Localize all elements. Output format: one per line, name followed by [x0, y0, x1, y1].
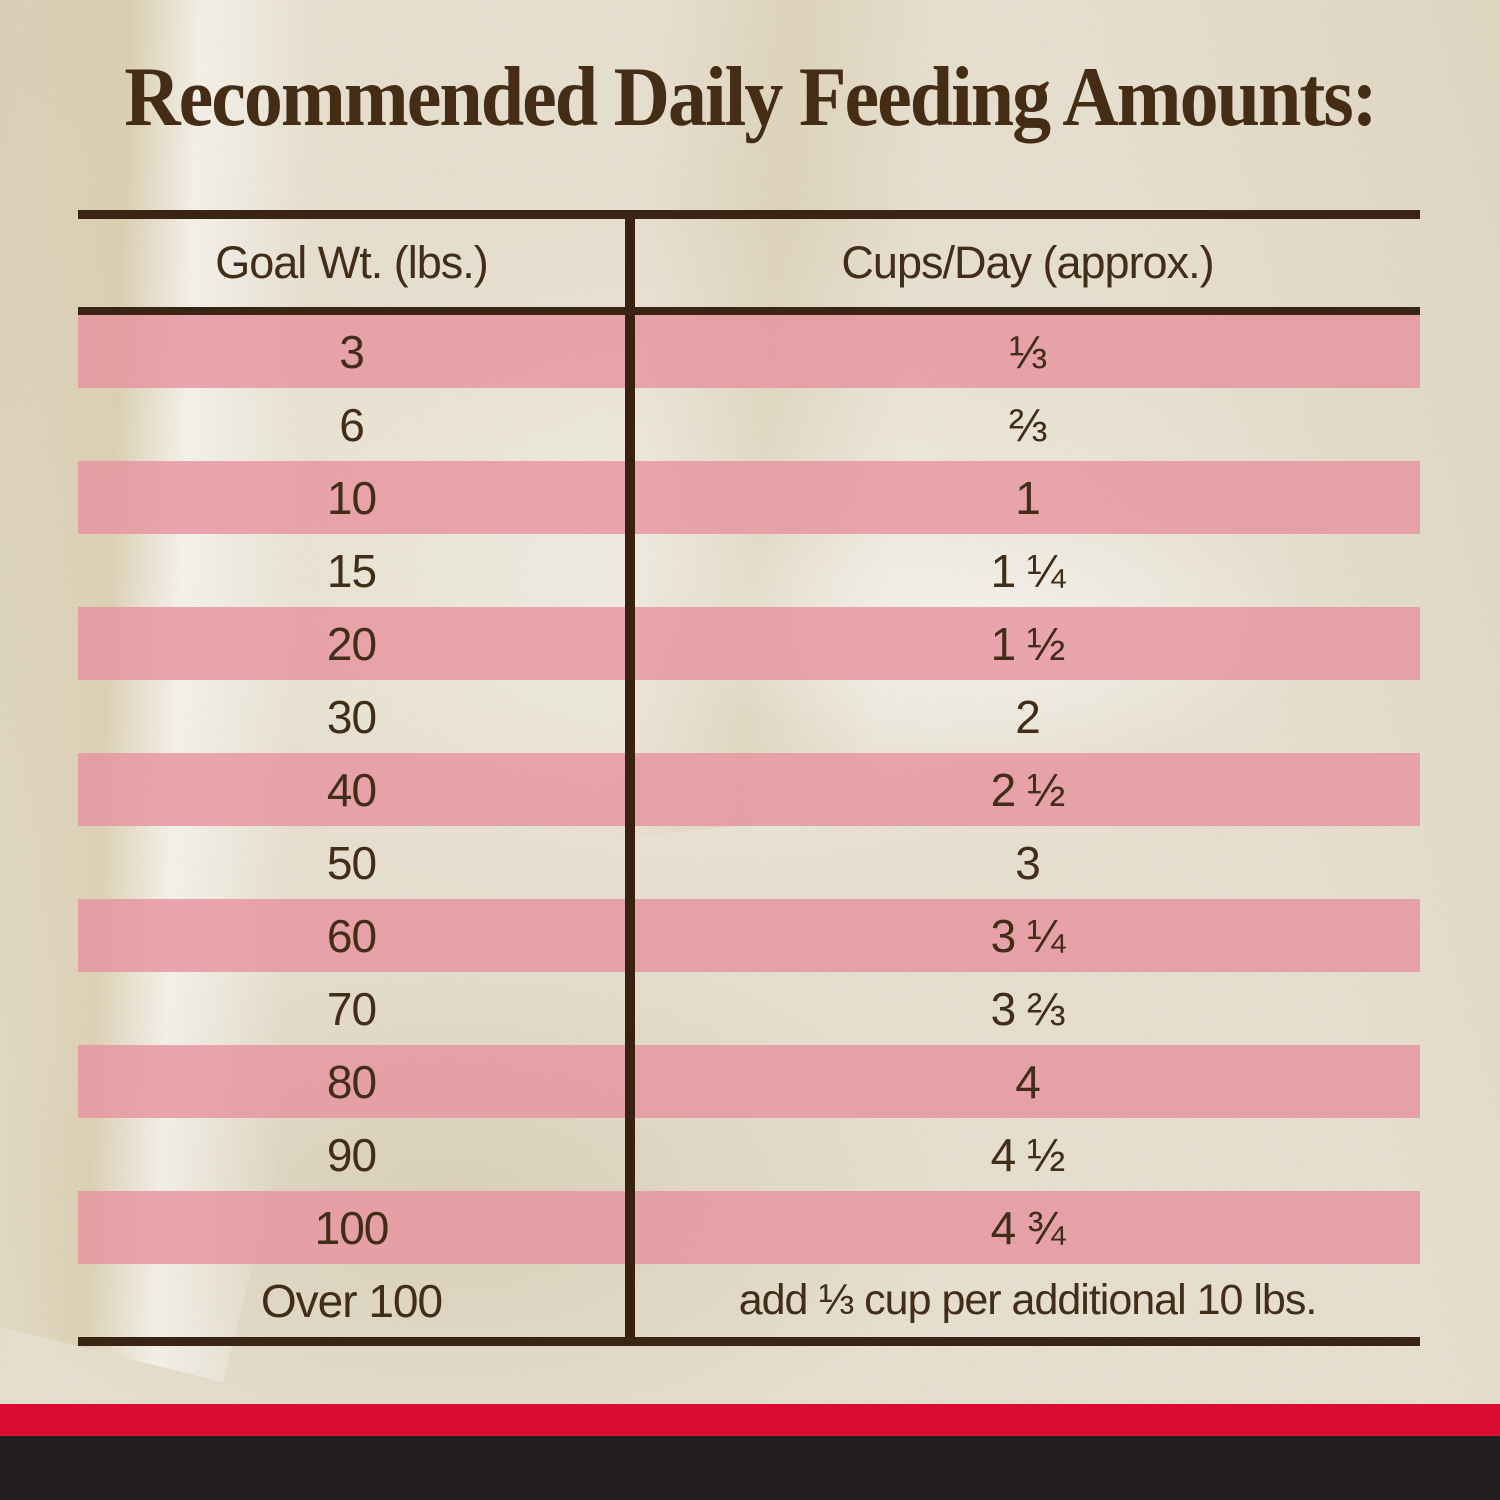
table-row: 15 1 ¼: [78, 534, 1420, 607]
table-body: 3 ⅓ 6 ⅔ 10 1 15 1 ¼ 20 1 ½ 30 2 40 2 ½ 50 3 60 3 ¼ 70 3 ⅔ 80…: [78, 315, 1420, 1337]
table-row: 20 1 ½: [78, 607, 1420, 680]
goal-weight-cell: 60: [326, 909, 377, 962]
page-title: Recommended Daily Feeding Amounts:: [124, 49, 1377, 144]
column-divider: [625, 315, 635, 388]
column-divider: [625, 1264, 635, 1337]
table-row: Over 100 add ⅓ cup per additional 10 lbs.: [78, 1264, 1420, 1337]
cups-per-day-cell: 1: [1015, 471, 1041, 524]
goal-weight-cell: 20: [326, 617, 377, 670]
goal-weight-cell: 80: [326, 1055, 377, 1108]
column-header-cups-per-day: Cups/Day (approx.): [841, 237, 1214, 288]
cups-per-day-cell: add ⅓ cup per additional 10 lbs.: [738, 1276, 1318, 1324]
goal-weight-cell: 90: [326, 1128, 377, 1181]
table-row: 40 2 ½: [78, 753, 1420, 826]
table-row: 80 4: [78, 1045, 1420, 1118]
column-divider: [625, 1118, 635, 1191]
column-divider: [625, 753, 635, 826]
cups-per-day-cell: ⅔: [1008, 398, 1047, 451]
column-divider: [625, 899, 635, 972]
column-header-goal-weight: Goal Wt. (lbs.): [215, 237, 489, 288]
goal-weight-cell: 100: [314, 1201, 390, 1254]
goal-weight-cell: 40: [326, 763, 377, 816]
table-row: 60 3 ¼: [78, 899, 1420, 972]
column-divider: [625, 972, 635, 1045]
goal-weight-cell: 10: [326, 471, 377, 524]
column-divider: [625, 219, 635, 307]
cups-per-day-cell: 4: [1015, 1055, 1041, 1108]
goal-weight-cell: 6: [339, 398, 365, 451]
column-divider: [625, 1191, 635, 1264]
table-row: 90 4 ½: [78, 1118, 1420, 1191]
black-footer-bar: [0, 1436, 1500, 1500]
cups-per-day-cell: 4 ¾: [990, 1201, 1066, 1254]
column-divider: [625, 461, 635, 534]
column-divider: [625, 680, 635, 753]
cups-per-day-cell: 4 ½: [990, 1128, 1066, 1181]
column-divider: [625, 388, 635, 461]
cups-per-day-cell: 1 ½: [990, 617, 1066, 670]
table-row: 70 3 ⅔: [78, 972, 1420, 1045]
goal-weight-cell: 3: [339, 325, 365, 378]
cups-per-day-cell: 3: [1015, 836, 1041, 889]
goal-weight-cell: 15: [326, 544, 377, 597]
cups-per-day-cell: 1 ¼: [990, 544, 1066, 597]
goal-weight-cell: Over 100: [260, 1274, 443, 1327]
table-row: 30 2: [78, 680, 1420, 753]
cups-per-day-cell: 3 ¼: [990, 909, 1066, 962]
column-divider: [625, 534, 635, 607]
cups-per-day-cell: 2 ½: [990, 763, 1066, 816]
goal-weight-cell: 30: [326, 690, 377, 743]
table-header-row: Goal Wt. (lbs.) Cups/Day (approx.): [78, 219, 1420, 315]
table-row: 50 3: [78, 826, 1420, 899]
column-divider: [625, 607, 635, 680]
red-accent-bar: [0, 1404, 1500, 1436]
column-divider: [625, 826, 635, 899]
cups-per-day-cell: 2: [1015, 690, 1041, 743]
goal-weight-cell: 70: [326, 982, 377, 1035]
goal-weight-cell: 50: [326, 836, 377, 889]
column-divider: [625, 1045, 635, 1118]
table-row: 100 4 ¾: [78, 1191, 1420, 1264]
table-row: 10 1: [78, 461, 1420, 534]
cups-per-day-cell: 3 ⅔: [990, 982, 1066, 1035]
cups-per-day-cell: ⅓: [1008, 325, 1047, 378]
